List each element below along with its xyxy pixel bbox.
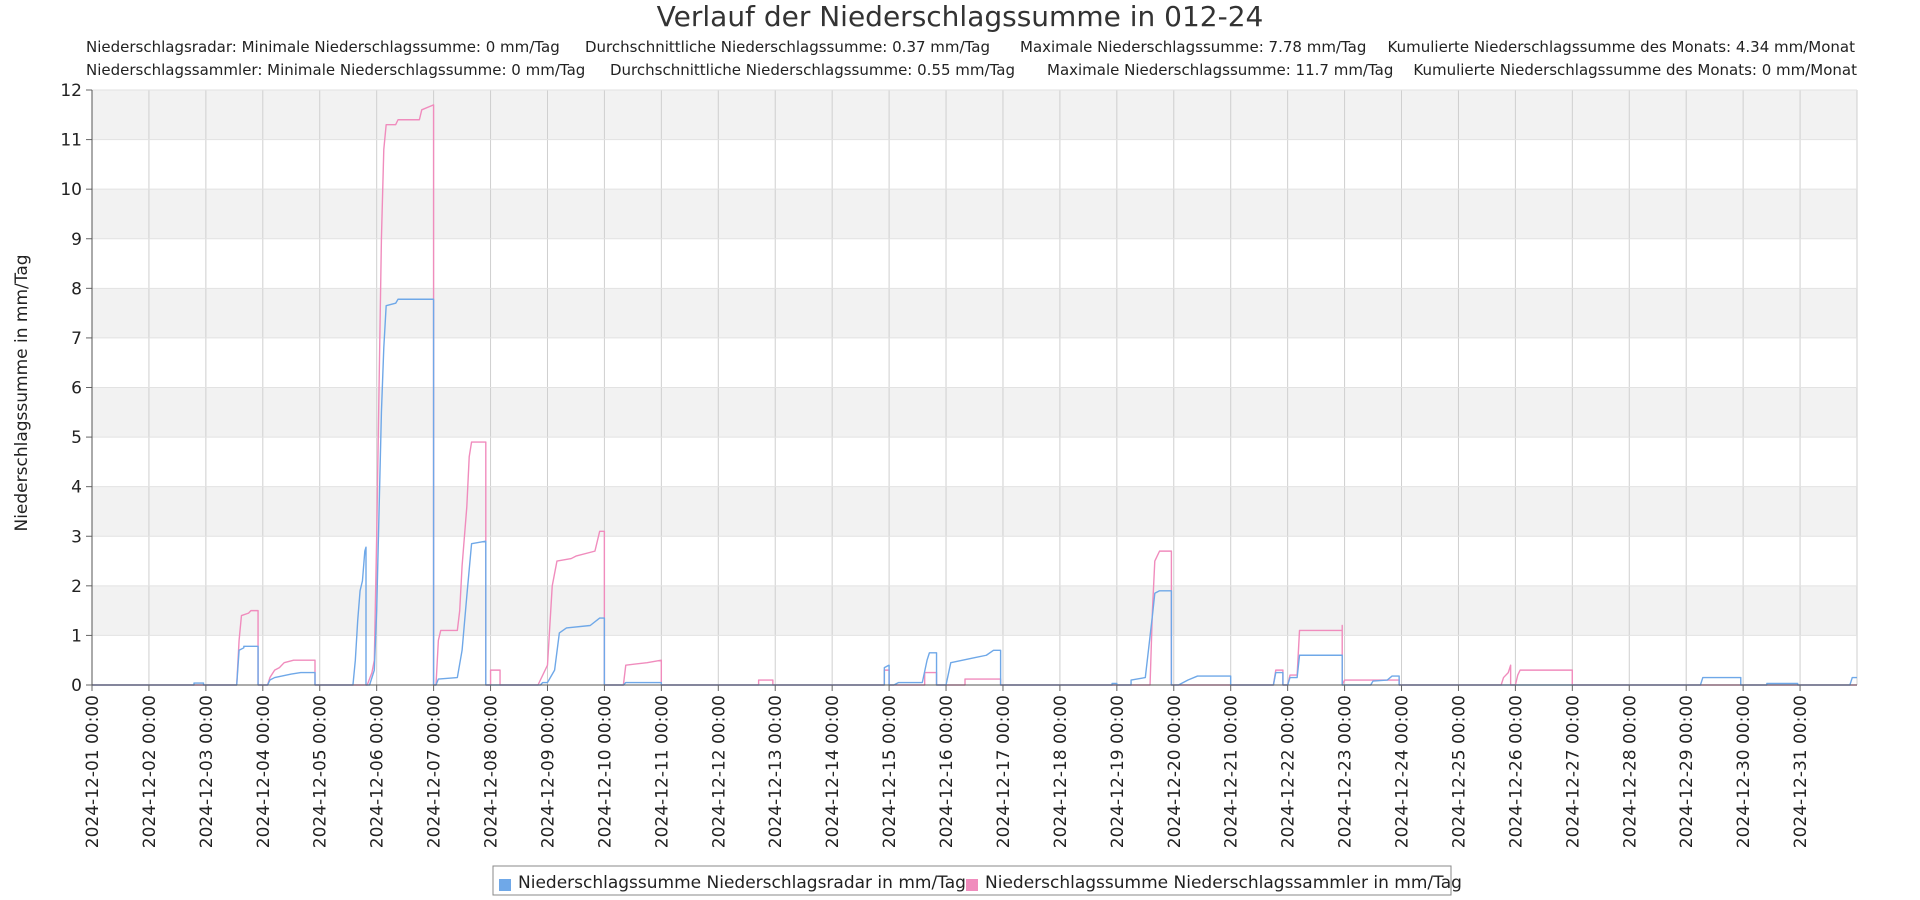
y-band [92, 90, 1857, 140]
plot-background-bands [92, 90, 1857, 685]
y-tick-label: 9 [71, 230, 82, 250]
x-tick-label: 2024-12-15 00:00 [880, 695, 900, 848]
x-tick-label: 2024-12-21 00:00 [1222, 695, 1242, 848]
y-axis-label: Niederschlagssumme in mm/Tag [12, 254, 32, 531]
x-tick-label: 2024-12-25 00:00 [1449, 695, 1469, 848]
legend-label-sammler: Niederschlagssumme Niederschlagssammler … [985, 873, 1462, 893]
stat-sammler-cum: Kumulierte Niederschlagssumme des Monats… [1413, 61, 1857, 79]
x-tick-label: 2024-12-20 00:00 [1165, 695, 1185, 848]
stat-sammler-min: Niederschlagssammler: Minimale Niedersch… [86, 61, 585, 79]
y-band [92, 139, 1857, 190]
series-line-radar [92, 298, 1857, 686]
y-tick-label: 5 [71, 428, 82, 448]
x-tick-label: 2024-12-26 00:00 [1506, 695, 1526, 848]
x-tick-label: 2024-12-04 00:00 [254, 695, 274, 848]
y-band [92, 288, 1857, 338]
legend-swatch-radar [499, 879, 511, 891]
x-tick-label: 2024-12-08 00:00 [482, 695, 502, 848]
y-band [92, 387, 1857, 438]
y-band [92, 585, 1857, 636]
y-tick-label: 3 [71, 527, 82, 547]
x-tick-label: 2024-12-24 00:00 [1393, 695, 1413, 848]
y-band [92, 437, 1857, 487]
y-tick-label: 6 [71, 379, 82, 399]
x-tick-label: 2024-12-17 00:00 [994, 695, 1014, 848]
x-tick-label: 2024-12-11 00:00 [652, 695, 672, 848]
legend-swatch-sammler [966, 879, 978, 891]
y-tick-label: 4 [71, 478, 82, 498]
y-tick-label: 7 [71, 329, 82, 349]
y-tick-label: 0 [71, 676, 82, 696]
y-tick-label: 1 [71, 626, 82, 646]
x-tick-label: 2024-12-01 00:00 [83, 695, 103, 848]
y-band [92, 238, 1857, 289]
y-band [92, 337, 1857, 388]
x-tick-label: 2024-12-06 00:00 [368, 695, 388, 848]
series-lines [92, 104, 1857, 686]
stat-radar-cum: Kumulierte Niederschlagssumme des Monats… [1388, 38, 1856, 56]
y-tick-label: 8 [71, 279, 82, 299]
chart-title: Verlauf der Niederschlagssumme in 012-24 [657, 0, 1264, 33]
x-tick-label: 2024-12-18 00:00 [1051, 695, 1071, 848]
x-tick-label: 2024-12-16 00:00 [937, 695, 957, 848]
x-tick-label: 2024-12-29 00:00 [1677, 695, 1697, 848]
stats-row-radar: Niederschlagsradar: Minimale Niederschla… [86, 38, 1855, 56]
x-tick-label: 2024-12-30 00:00 [1734, 695, 1754, 848]
x-tick-label: 2024-12-02 00:00 [140, 695, 160, 848]
stat-radar-max: Maximale Niederschlagssumme: 7.78 mm/Tag [1020, 38, 1366, 56]
legend: Niederschlagssumme Niederschlagsradar in… [492, 865, 1462, 896]
x-tick-label: 2024-12-19 00:00 [1108, 695, 1128, 848]
y-tick-label: 12 [60, 81, 82, 101]
legend-label-radar: Niederschlagssumme Niederschlagsradar in… [518, 873, 966, 893]
x-tick-label: 2024-12-03 00:00 [197, 695, 217, 848]
x-tick-label: 2024-12-14 00:00 [823, 695, 843, 848]
y-band [92, 486, 1857, 537]
y-band [92, 536, 1857, 586]
x-tick-label: 2024-12-28 00:00 [1620, 695, 1640, 848]
x-tick-label: 2024-12-07 00:00 [425, 695, 445, 848]
x-tick-label: 2024-12-13 00:00 [766, 695, 786, 848]
x-tick-label: 2024-12-22 00:00 [1279, 695, 1299, 848]
x-axis-ticks: 2024-12-01 00:00 2024-12-02 00:00 2024-12-… [83, 685, 1811, 848]
x-tick-label: 2024-12-05 00:00 [311, 695, 331, 848]
y-band [92, 635, 1857, 685]
y-tick-label: 11 [60, 131, 82, 151]
y-band [92, 189, 1857, 239]
stat-radar-avg: Durchschnittliche Niederschlagssumme: 0.… [585, 38, 990, 56]
stat-radar-min: Niederschlagsradar: Minimale Niederschla… [86, 38, 560, 56]
x-tick-label: 2024-12-12 00:00 [709, 695, 729, 848]
x-tick-label: 2024-12-23 00:00 [1336, 695, 1356, 848]
x-tick-label: 2024-12-10 00:00 [595, 695, 615, 848]
stats-row-sammler: Niederschlagssammler: Minimale Niedersch… [86, 61, 1857, 79]
y-tick-label: 2 [71, 577, 82, 597]
x-tick-label: 2024-12-31 00:00 [1791, 695, 1811, 848]
stat-sammler-max: Maximale Niederschlagssumme: 11.7 mm/Tag [1047, 61, 1393, 79]
stat-sammler-avg: Durchschnittliche Niederschlagssumme: 0.… [610, 61, 1015, 79]
y-tick-label: 10 [60, 180, 82, 200]
x-tick-label: 2024-12-09 00:00 [538, 695, 558, 848]
x-tick-label: 2024-12-27 00:00 [1563, 695, 1583, 848]
